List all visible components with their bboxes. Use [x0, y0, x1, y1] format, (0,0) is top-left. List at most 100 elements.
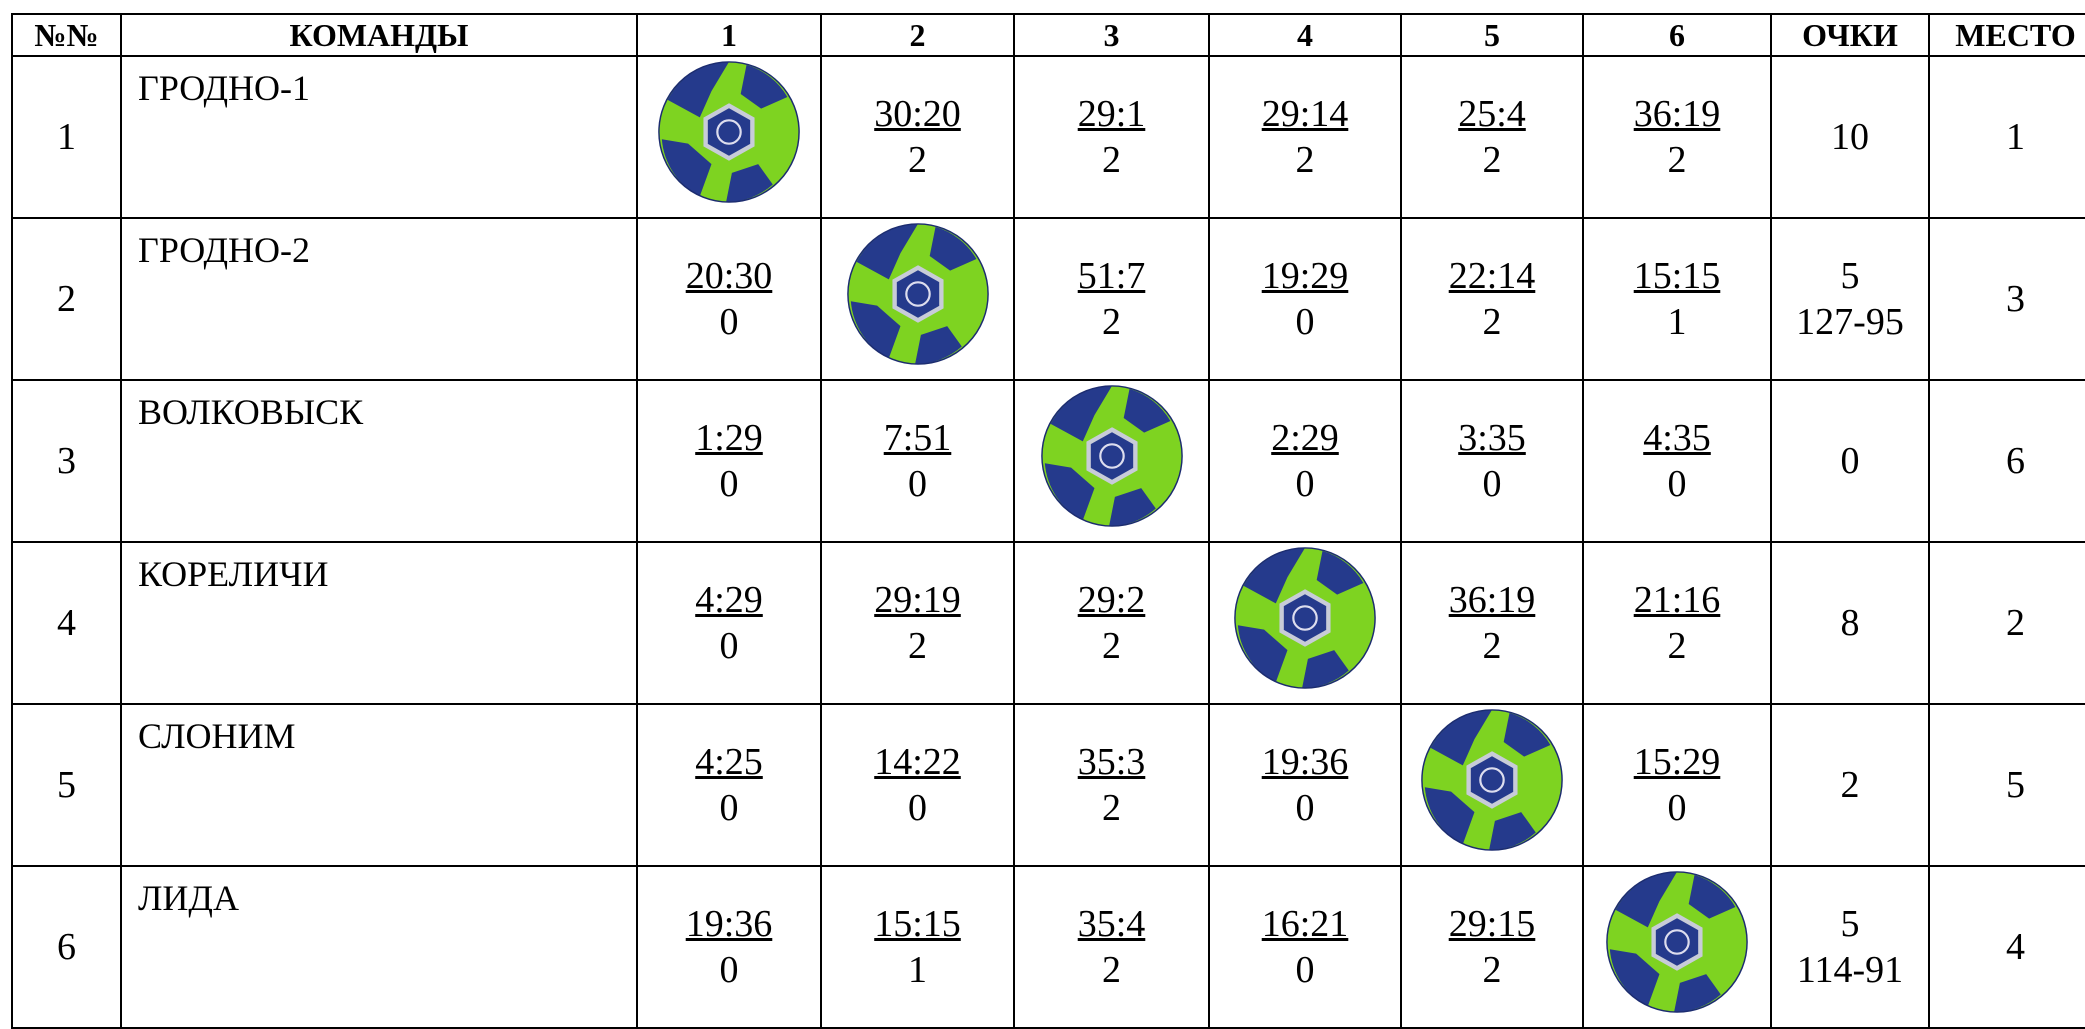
- ball-icon: [1606, 871, 1748, 1013]
- match-points: 0: [719, 301, 739, 343]
- match-points: 2: [1482, 625, 1502, 667]
- header-cell: 5: [1400, 13, 1584, 57]
- ball-icon: [1234, 547, 1376, 689]
- points: 5: [1840, 903, 1860, 945]
- match-points: 0: [1295, 301, 1315, 343]
- score: 19:29: [1261, 255, 1349, 297]
- match-points: 2: [908, 139, 927, 181]
- team-name: СЛОНИМ: [120, 703, 638, 867]
- header-cell: 6: [1582, 13, 1772, 57]
- points: 0: [1840, 440, 1860, 482]
- score: 4:35: [1643, 417, 1711, 459]
- match-points: 2: [1295, 139, 1315, 181]
- match-points: 2: [1102, 787, 1121, 829]
- result-cell: 25:4 2: [1400, 55, 1584, 219]
- total-points: 0: [1770, 379, 1930, 543]
- row-number: 1: [11, 55, 122, 219]
- result-cell: 19:36 0: [1208, 703, 1402, 867]
- score: 51:7: [1077, 255, 1146, 297]
- score: 29:2: [1077, 579, 1146, 621]
- result-cell: 3:35 0: [1400, 379, 1584, 543]
- match-points: 0: [719, 787, 739, 829]
- ball-icon: [1421, 709, 1563, 851]
- place: 2: [1928, 541, 2085, 705]
- match-points: 2: [1102, 949, 1121, 991]
- score: 22:14: [1448, 255, 1536, 297]
- header-cell: №№: [11, 13, 122, 57]
- score: 7:51: [883, 417, 952, 459]
- score: 29:14: [1261, 93, 1349, 135]
- result-cell: [636, 55, 822, 219]
- header-cell: 2: [820, 13, 1015, 57]
- ball-icon: [1040, 385, 1183, 527]
- match-points: 2: [1667, 625, 1687, 667]
- match-points: 1: [1667, 301, 1687, 343]
- result-cell: 15:15 1: [820, 865, 1015, 1029]
- standings-table: №№ КОМАНДЫ 1 2 3 4 5 6 ОЧКИ МЕСТО 1 ГРОДНО-1 30:20…: [11, 13, 2085, 1029]
- team-row: 2 ГРОДНО-2 20:30 0 51:7 2 19:29 0 22:14 2 15:15 1 5…: [11, 217, 2085, 381]
- score: 4:29: [695, 579, 763, 621]
- match-points: 0: [1667, 787, 1687, 829]
- score: 36:19: [1633, 93, 1721, 135]
- ball-icon: [846, 223, 989, 365]
- match-points: 2: [1102, 625, 1121, 667]
- total-points: 10: [1770, 55, 1930, 219]
- result-cell: 35:4 2: [1013, 865, 1210, 1029]
- team-row: 1 ГРОДНО-1 30:20 2 29:1 2 29:14 2 25:4 2 36:19 2 10…: [11, 55, 2085, 219]
- score: 29:19: [874, 579, 961, 621]
- points: 5: [1840, 255, 1860, 297]
- match-points: 0: [908, 463, 927, 505]
- header-row: №№ КОМАНДЫ 1 2 3 4 5 6 ОЧКИ МЕСТО: [11, 13, 2085, 57]
- result-cell: 29:1 2: [1013, 55, 1210, 219]
- score: 15:29: [1633, 741, 1721, 783]
- score: 15:15: [874, 903, 961, 945]
- total-points: 2: [1770, 703, 1930, 867]
- header-cell: КОМАНДЫ: [120, 13, 638, 57]
- score: 35:3: [1077, 741, 1146, 783]
- result-cell: 29:2 2: [1013, 541, 1210, 705]
- result-cell: [1208, 541, 1402, 705]
- score: 21:16: [1633, 579, 1721, 621]
- header-cell: МЕСТО: [1928, 13, 2085, 57]
- result-cell: 15:15 1: [1582, 217, 1772, 381]
- team-name: КОРЕЛИЧИ: [120, 541, 638, 705]
- match-points: 2: [1102, 139, 1121, 181]
- team-name: ВОЛКОВЫСК: [120, 379, 638, 543]
- result-cell: 19:36 0: [636, 865, 822, 1029]
- result-cell: 7:51 0: [820, 379, 1015, 543]
- header-cell: ОЧКИ: [1770, 13, 1930, 57]
- score: 35:4: [1077, 903, 1146, 945]
- team-row: 3 ВОЛКОВЫСК 1:29 0 7:51 0 2:29 0 3:35 0 4:35 0 0 6: [11, 379, 2085, 543]
- team-row: 4 КОРЕЛИЧИ 4:29 0 29:19 2 29:2 2 36:19 2 21:16 2 8 2: [11, 541, 2085, 705]
- result-cell: [1400, 703, 1584, 867]
- score: 4:25: [695, 741, 763, 783]
- team-name: ГРОДНО-1: [120, 55, 638, 219]
- team-name: ГРОДНО-2: [120, 217, 638, 381]
- tiebreak: 127-95: [1796, 301, 1904, 343]
- match-points: 2: [1482, 949, 1502, 991]
- table-body: 1 ГРОДНО-1 30:20 2 29:1 2 29:14 2 25:4 2 36:19 2 10…: [11, 55, 2085, 1029]
- row-number: 6: [11, 865, 122, 1029]
- result-cell: 2:29 0: [1208, 379, 1402, 543]
- score: 20:30: [685, 255, 773, 297]
- match-points: 0: [1482, 463, 1502, 505]
- result-cell: 19:29 0: [1208, 217, 1402, 381]
- result-cell: 4:29 0: [636, 541, 822, 705]
- place: 6: [1928, 379, 2085, 543]
- score: 2:29: [1271, 417, 1339, 459]
- row-number: 5: [11, 703, 122, 867]
- ball-icon: [658, 61, 800, 203]
- match-points: 2: [1102, 301, 1121, 343]
- match-points: 2: [908, 625, 927, 667]
- match-points: 1: [908, 949, 927, 991]
- match-points: 0: [719, 949, 739, 991]
- row-number: 2: [11, 217, 122, 381]
- result-cell: [820, 217, 1015, 381]
- row-number: 4: [11, 541, 122, 705]
- place: 5: [1928, 703, 2085, 867]
- score: 16:21: [1261, 903, 1349, 945]
- score: 30:20: [874, 93, 961, 135]
- match-points: 0: [1295, 787, 1315, 829]
- match-points: 0: [1667, 463, 1687, 505]
- result-cell: 16:21 0: [1208, 865, 1402, 1029]
